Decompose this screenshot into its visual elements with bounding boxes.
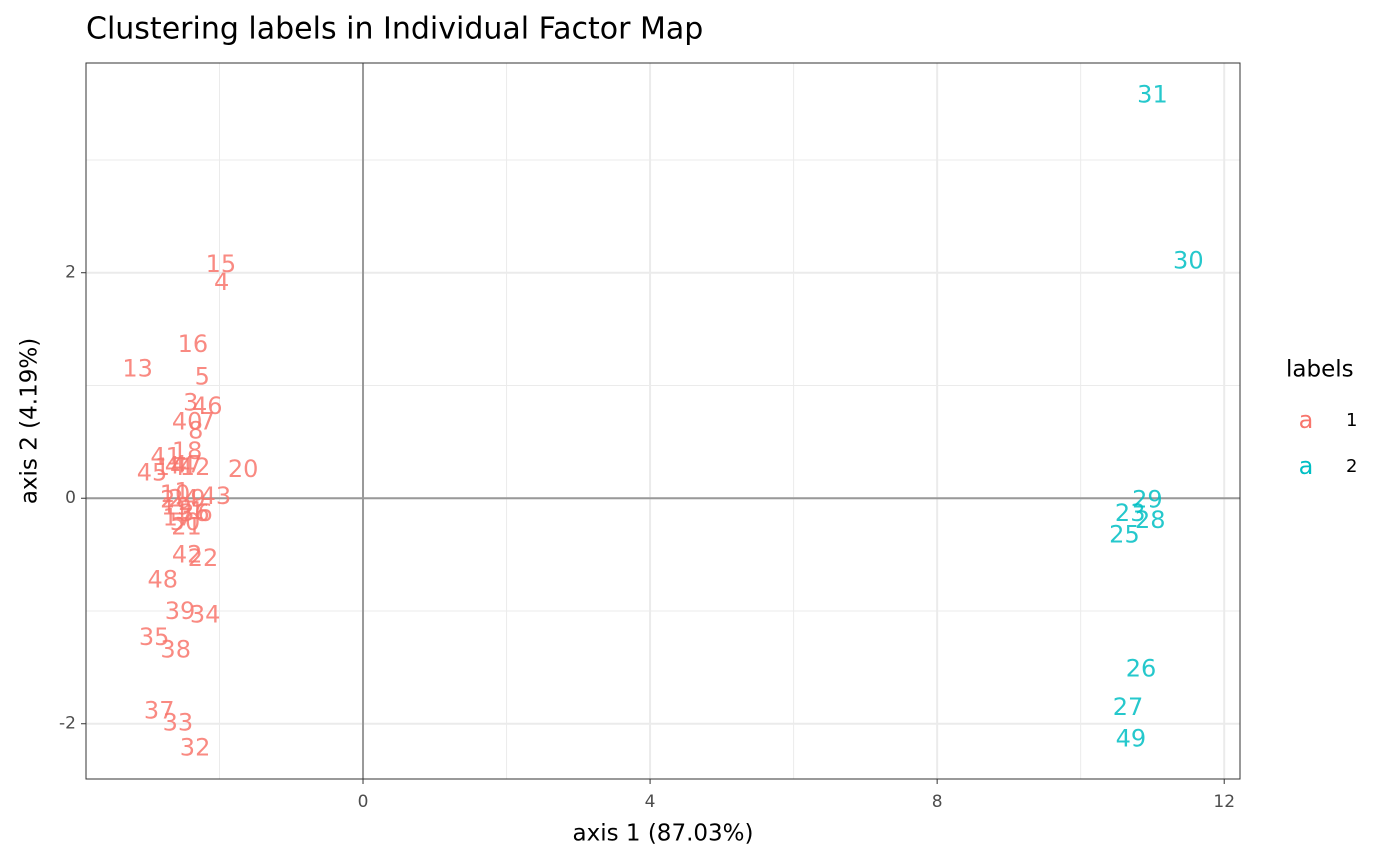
y-tick-label: 0 bbox=[65, 488, 76, 508]
point-label: 24 bbox=[168, 484, 199, 512]
point-label: 25 bbox=[1109, 520, 1140, 548]
point-label: 31 bbox=[1137, 81, 1168, 109]
point-label: 35 bbox=[139, 623, 170, 651]
point-label: 47 bbox=[172, 451, 203, 479]
point-label: 28 bbox=[1135, 506, 1166, 534]
point-label: 27 bbox=[1113, 693, 1144, 721]
y-axis-label: axis 2 (4.19%) bbox=[17, 338, 43, 504]
point-label: 46 bbox=[192, 392, 223, 420]
point-label: 8 bbox=[188, 417, 203, 445]
point-label: 2 bbox=[160, 485, 175, 513]
point-label: 21 bbox=[171, 513, 202, 541]
point-label: 13 bbox=[122, 355, 153, 383]
x-tick-label: 8 bbox=[932, 792, 943, 812]
point-label: 33 bbox=[163, 709, 194, 737]
point-label: 38 bbox=[160, 635, 191, 663]
point-label: 23 bbox=[1115, 499, 1146, 527]
point-label: 6 bbox=[197, 499, 212, 527]
x-axis-label: axis 1 (87.03%) bbox=[573, 821, 754, 847]
point-label: 40 bbox=[172, 408, 203, 436]
point-label: 7 bbox=[200, 408, 215, 436]
x-tick-label: 4 bbox=[645, 792, 656, 812]
point-label: 43 bbox=[201, 482, 232, 510]
point-label: 15 bbox=[206, 250, 237, 278]
point-label: 50 bbox=[170, 508, 201, 536]
point-label: 36 bbox=[179, 499, 210, 527]
x-tick-label: 0 bbox=[358, 792, 369, 812]
plot-background bbox=[86, 63, 1240, 779]
point-label: 11 bbox=[174, 497, 205, 525]
point-label: 34 bbox=[190, 601, 221, 629]
point-label: 3 bbox=[183, 389, 198, 417]
legend-key: a bbox=[1299, 452, 1314, 480]
point-label: 1 bbox=[175, 478, 190, 506]
legend-label: 2 bbox=[1346, 456, 1357, 477]
point-label: 39 bbox=[165, 597, 196, 625]
x-tick-label: 12 bbox=[1213, 792, 1235, 812]
point-label: 41 bbox=[150, 443, 181, 471]
point-label: 30 bbox=[1173, 246, 1204, 274]
point-label: 26 bbox=[1126, 655, 1157, 683]
y-tick-label: -2 bbox=[59, 714, 76, 734]
point-label: 22 bbox=[188, 544, 219, 572]
point-label: 49 bbox=[1116, 725, 1147, 753]
point-label: 20 bbox=[228, 455, 259, 483]
point-label: 29 bbox=[1132, 485, 1163, 513]
point-label: 37 bbox=[144, 696, 175, 724]
point-label: 18 bbox=[172, 437, 203, 465]
legend-key: a bbox=[1299, 406, 1314, 434]
point-label: 19 bbox=[161, 492, 192, 520]
point-label: 32 bbox=[180, 734, 211, 762]
point-label: 44 bbox=[165, 452, 196, 480]
point-label: 48 bbox=[148, 566, 179, 594]
point-label: 5 bbox=[195, 363, 210, 391]
point-label: 4 bbox=[214, 268, 229, 296]
point-label: 16 bbox=[178, 330, 209, 358]
point-label: 9 bbox=[190, 484, 205, 512]
plot-border bbox=[85, 62, 1241, 780]
point-label: 10 bbox=[160, 480, 191, 508]
point-label: 12 bbox=[180, 453, 211, 481]
point-label: 14 bbox=[155, 453, 186, 481]
point-label: 45 bbox=[137, 458, 168, 486]
legend-label: 1 bbox=[1346, 410, 1357, 431]
y-tick-label: 2 bbox=[65, 263, 76, 283]
legend-title: labels bbox=[1286, 357, 1354, 383]
point-label: 42 bbox=[172, 541, 203, 569]
point-label: 17 bbox=[163, 504, 194, 532]
chart-title: Clustering labels in Individual Factor M… bbox=[86, 12, 703, 47]
